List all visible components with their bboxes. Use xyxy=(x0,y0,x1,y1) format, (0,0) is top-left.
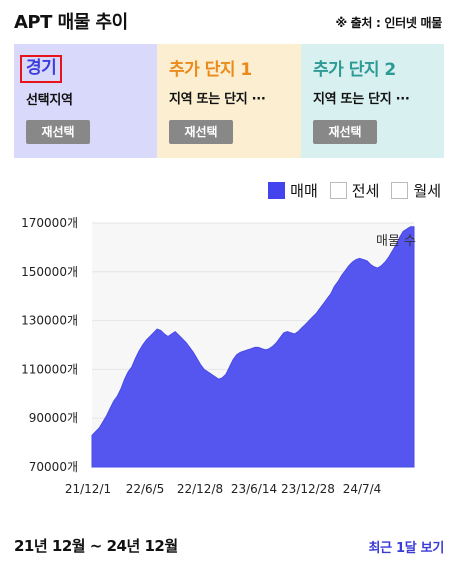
legend-jeonse[interactable]: 전세 xyxy=(329,180,380,201)
additional-complex-2-panel[interactable]: 추가 단지 2 지역 또는 단지 ··· 재선택 xyxy=(301,44,444,158)
listing-trend-chart: 170000개 150000개 130000개 110000개 90000개 70000개… xyxy=(21,216,416,496)
region-panel[interactable]: 경기 선택지역 재선택 xyxy=(14,44,157,158)
x-tick-label: 24/7/4 xyxy=(343,482,382,496)
y-tick-label: 130000개 xyxy=(21,314,78,328)
additional-complex-1-name[interactable]: 추가 단지 1 xyxy=(169,60,252,80)
y-tick-label: 110000개 xyxy=(21,362,78,376)
region-subtitle: 선택지역 xyxy=(26,93,73,108)
comparison-panels: 경기 선택지역 재선택 추가 단지 1 지역 또는 단지 ··· 재선택 추가 … xyxy=(14,44,444,158)
additional-complex-2-subtitle[interactable]: 지역 또는 단지 ··· xyxy=(313,92,410,107)
y-tick-label: 70000개 xyxy=(29,460,78,474)
footer: 21년 12월 ~ 24년 12월 최근 1달 보기 xyxy=(14,535,444,557)
source-note: ※ 출처 : 인터넷 매물 xyxy=(335,16,442,30)
additional-complex-1-panel[interactable]: 추가 단지 1 지역 또는 단지 ··· 재선택 xyxy=(157,44,301,158)
region-name[interactable]: 경기 xyxy=(20,55,63,83)
date-range: 21년 12월 ~ 24년 12월 xyxy=(14,537,178,555)
chart-legend: 매매 전세 월세 xyxy=(256,180,441,201)
header: APT 매물 추이 ※ 출처 : 인터넷 매물 xyxy=(14,8,442,34)
additional-complex-1-subtitle[interactable]: 지역 또는 단지 ··· xyxy=(169,92,266,107)
additional-complex-2-name[interactable]: 추가 단지 2 xyxy=(313,60,396,80)
x-tick-label: 23/6/14 xyxy=(231,482,277,496)
y-tick-label: 90000개 xyxy=(29,411,78,425)
legend-sale-label: 매매 xyxy=(290,182,318,200)
x-tick-label: 21/12/1 xyxy=(65,482,111,496)
legend-monthly-rent[interactable]: 월세 xyxy=(391,180,441,201)
x-tick-label: 22/6/5 xyxy=(126,482,165,496)
recent-month-button[interactable]: 최근 1달 보기 xyxy=(368,541,445,556)
x-tick-label: 23/12/28 xyxy=(281,482,335,496)
chart-annotation: 매물 수 xyxy=(376,234,416,249)
legend-sale[interactable]: 매매 xyxy=(268,180,318,201)
page-title: APT 매물 추이 xyxy=(14,12,128,33)
reselect-button-complex-1[interactable]: 재선택 xyxy=(169,120,233,144)
checkbox-sale[interactable] xyxy=(268,182,286,199)
y-tick-label: 170000개 xyxy=(21,216,78,230)
checkbox-jeonse[interactable] xyxy=(329,182,347,199)
sale-series-area xyxy=(91,226,415,468)
reselect-button-complex-2[interactable]: 재선택 xyxy=(313,120,377,144)
x-tick-label: 22/12/8 xyxy=(177,482,223,496)
reselect-button-region[interactable]: 재선택 xyxy=(26,120,90,144)
legend-monthly-rent-label: 월세 xyxy=(413,182,441,200)
legend-jeonse-label: 전세 xyxy=(351,182,380,200)
y-tick-label: 150000개 xyxy=(21,265,78,279)
checkbox-monthly-rent[interactable] xyxy=(391,182,409,199)
